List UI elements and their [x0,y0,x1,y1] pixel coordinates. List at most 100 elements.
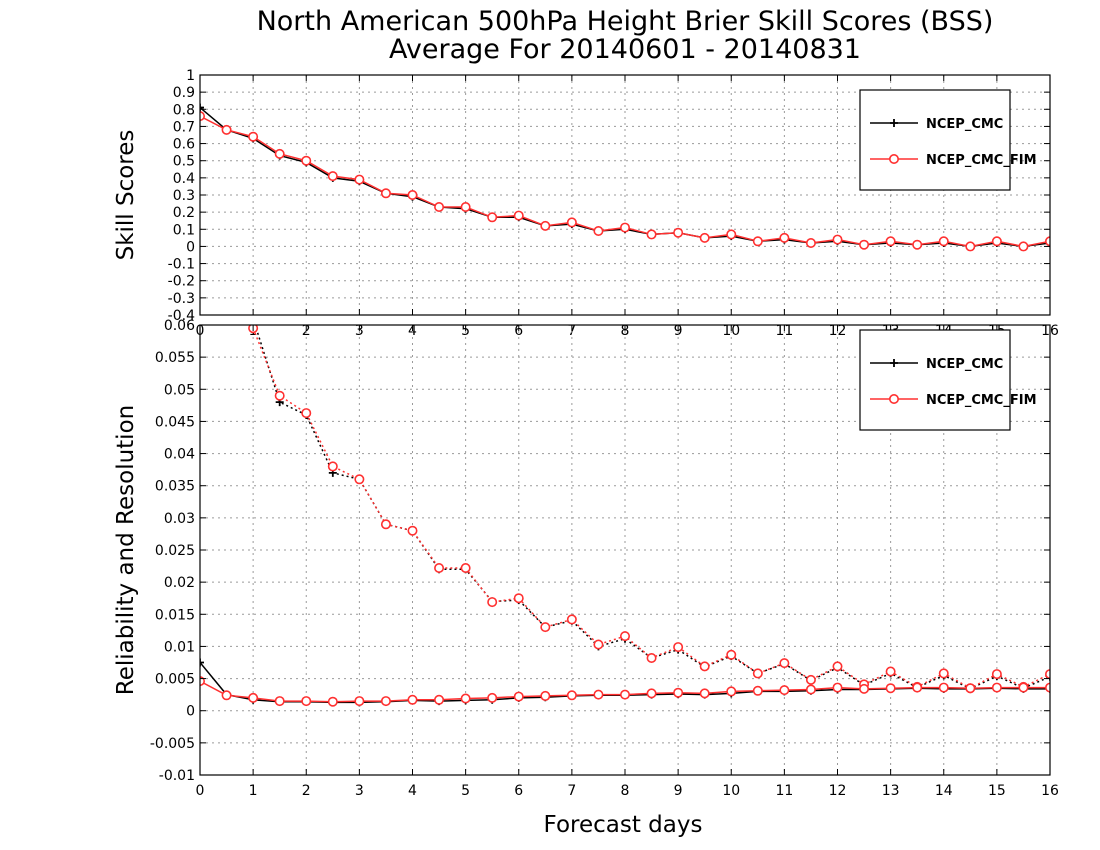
x-tick-label: 7 [567,783,576,799]
legend-swatch-marker [888,393,899,404]
x-tick-label: 14 [935,783,953,799]
y-tick-label: 0.2 [173,205,195,221]
legend-entry-ncep-cmc: NCEP_CMC [870,357,1003,372]
data-point-ncep-cmc-fim [434,562,445,573]
data-point-ncep-cmc-fim [885,666,896,677]
y-tick-label: -0.1 [168,257,195,273]
y-tick-label: -0.005 [150,736,195,752]
y-tick-label: 0.3 [173,188,195,204]
x-tick-label: 9 [674,783,683,799]
data-point-ncep-cmc-fim [938,236,949,247]
data-point-ncep-cmc-fim [354,696,365,707]
legend: NCEP_CMC NCEP_CMC_FIM [859,329,1037,431]
data-point-ncep-cmc-fim [327,461,338,472]
data-point-ncep-cmc-fim [380,188,391,199]
data-point-ncep-cmc-fim [566,690,577,701]
y-tick-label: 0.015 [155,607,195,623]
data-point-ncep-cmc-fim [726,229,737,240]
data-point-ncep-cmc-fim [673,227,684,238]
x-tick-label: 15 [988,783,1006,799]
data-point-ncep-cmc-fim [593,226,604,237]
y-tick-label: 0 [186,239,195,255]
y-tick-label: -0.2 [168,274,195,290]
data-point-ncep-cmc-fim [274,148,285,159]
y-tick-label: 0 [186,704,195,720]
plot-area [200,315,1050,707]
x-tick-label: 3 [355,783,364,799]
legend: NCEP_CMC NCEP_CMC_FIM [859,89,1037,191]
y-tick-label: 0.04 [164,447,195,463]
data-point-ncep-cmc-fim [221,690,232,701]
data-point-ncep-cmc-fim [460,562,471,573]
data-point-ncep-cmc-fim [487,597,498,608]
x-tick-label: 1 [249,783,258,799]
y-tick-label: 0.5 [173,154,195,170]
data-point-ncep-cmc-fim [646,229,657,240]
data-point-ncep-cmc-fim [380,519,391,530]
data-point-ncep-cmc-fim [301,408,312,419]
data-point-ncep-cmc-fim [540,622,551,633]
data-point-ncep-cmc-fim [805,684,816,695]
x-tick-label: 13 [882,783,900,799]
legend-swatch-marker [890,359,898,367]
data-point-ncep-cmc-fim [380,696,391,707]
data-point-ncep-cmc-fim [859,239,870,250]
x-tick-label: 11 [775,783,793,799]
reliability-resolution-panel: -0.01 -0.005 0 0.005 0.01 0.015 0.02 0.025 0.03 0… [113,315,1059,838]
x-tick-label: 5 [461,783,470,799]
y-tick-label: 0.025 [155,543,195,559]
y-tick-label: -0.3 [168,291,195,307]
x-tick-label: 6 [514,783,523,799]
data-point-ncep-cmc-fim [619,689,630,700]
y-tick-label: 0.02 [164,575,195,591]
data-point-ncep-cmc-fim [832,682,843,693]
y-tick-label: 0.1 [173,222,195,238]
data-point-ncep-cmc-fim [965,241,976,252]
data-point-ncep-cmc-fim [434,202,445,213]
data-point-ncep-cmc-fim [991,669,1002,680]
data-point-ncep-cmc-fim [434,694,445,705]
legend-label: NCEP_CMC [926,117,1003,132]
y-tick-label: 1 [186,68,195,84]
data-point-ncep-cmc-fim [991,682,1002,693]
y-tick-label: 0.8 [173,102,195,118]
x-tick-label: 2 [302,783,311,799]
data-point-ncep-cmc-fim [619,222,630,233]
data-point-ncep-cmc-fim [566,614,577,625]
legend-entry-ncep-cmc: NCEP_CMC [870,117,1003,132]
data-point-ncep-cmc-fim [752,685,763,696]
plot-area [200,103,1050,252]
data-point-ncep-cmc-fim [805,674,816,685]
y-tick-label: -0.01 [159,768,195,784]
data-point-ncep-cmc-fim [513,210,524,221]
data-point-ncep-cmc-fim [513,593,524,604]
y-tick-label: 0.005 [155,672,195,688]
data-point-ncep-cmc-fim [1045,682,1050,693]
data-point-ncep-cmc-fim [1045,236,1050,247]
y-tick-label: 0.055 [155,350,195,366]
y-tick-label: 0.01 [164,639,195,655]
legend-box [859,89,1011,191]
data-point-ncep-cmc-fim [726,686,737,697]
data-point-ncep-cmc-fim [646,688,657,699]
y-axis-label: Reliability and Resolution [113,405,139,695]
y-tick-label: 0.9 [173,85,195,101]
y-tick-label: 0.6 [173,137,195,153]
data-point-ncep-cmc [249,315,257,323]
legend-label: NCEP_CMC_FIM [926,393,1037,408]
data-point-ncep-cmc-fim [460,693,471,704]
x-tick-label: 12 [829,783,847,799]
y-tick-label: 0.7 [173,119,195,135]
data-point-ncep-cmc-fim [487,692,498,703]
y-tick-label: 0.06 [164,318,195,334]
data-point-ncep-cmc-fim [938,668,949,679]
y-tick-label: 0.4 [173,171,195,187]
data-point-ncep-cmc-fim [460,202,471,213]
data-point-ncep-cmc [200,103,204,112]
data-point-ncep-cmc-fim [540,220,551,231]
data-point-ncep-cmc-fim [779,232,790,243]
data-point-ncep-cmc-fim [673,687,684,698]
data-point-ncep-cmc-fim [1045,669,1050,680]
data-point-ncep-cmc-fim [301,155,312,166]
data-point-ncep-cmc-fim [513,691,524,702]
